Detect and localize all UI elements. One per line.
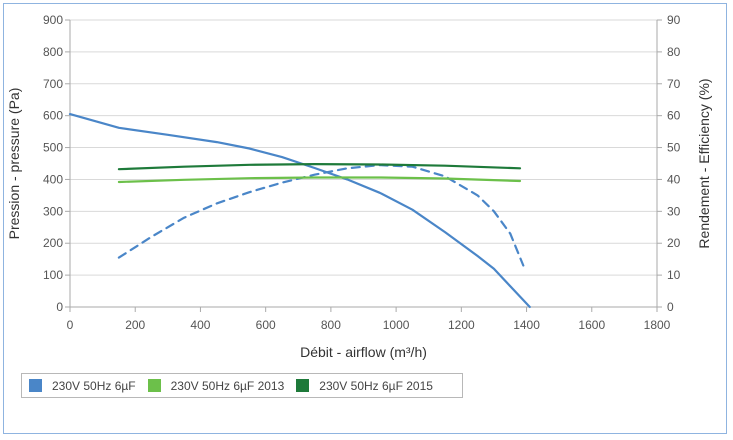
series-line <box>117 163 522 171</box>
axes: 0100200300400500600700800900010203040506… <box>43 13 681 332</box>
legend-label: 230V 50Hz 6µF 2013 <box>170 378 285 393</box>
x-tick-label: 400 <box>190 318 210 332</box>
x-tick-label: 800 <box>321 318 341 332</box>
y-tick-label: 800 <box>43 45 63 59</box>
x-tick-label: 1200 <box>448 318 475 332</box>
legend-label: 230V 50Hz 6µF <box>52 378 136 393</box>
series-line-efficiency <box>117 164 525 267</box>
y-tick-label: 200 <box>43 236 63 250</box>
legend-item[interactable]: 230V 50Hz 6µF 2015 <box>296 379 433 393</box>
x-tick-label: 1400 <box>513 318 540 332</box>
x-tick-label: 1000 <box>383 318 410 332</box>
y2-tick-label: 0 <box>667 300 674 314</box>
y2-tick-label: 70 <box>667 77 681 91</box>
x-tick-label: 600 <box>256 318 276 332</box>
legend-swatch-icon <box>296 379 310 392</box>
y2-tick-label: 90 <box>667 13 681 27</box>
series-layer <box>68 112 531 309</box>
y2-tick-label: 80 <box>667 45 681 59</box>
x-tick-label: 200 <box>125 318 145 332</box>
y-axis-title: Pression - pressure (Pa) <box>6 88 22 240</box>
x-tick-label: 1800 <box>644 318 671 332</box>
y2-axis-title: Rendement - Efficiency (%) <box>696 78 712 248</box>
y-tick-label: 700 <box>43 77 63 91</box>
y2-tick-label: 20 <box>667 236 681 250</box>
y2-tick-label: 40 <box>667 172 681 186</box>
y-tick-label: 400 <box>43 172 63 186</box>
x-axis-title: Débit - airflow (m³/h) <box>300 344 427 360</box>
legend-swatch-icon <box>29 379 42 392</box>
legend-item[interactable]: 230V 50Hz 6µF <box>29 379 136 393</box>
y2-tick-label: 60 <box>667 109 681 123</box>
y2-tick-label: 10 <box>667 268 681 282</box>
chart-frame <box>3 3 727 434</box>
x-tick-label: 1600 <box>578 318 605 332</box>
y-tick-label: 300 <box>43 204 63 218</box>
y-tick-label: 0 <box>56 300 63 314</box>
series-line <box>68 112 531 309</box>
y-tick-label: 100 <box>43 268 63 282</box>
legend: 230V 50Hz 6µF 230V 50Hz 6µF 2013 230V 50… <box>21 373 463 398</box>
series-line <box>117 176 522 184</box>
y2-tick-label: 50 <box>667 141 681 155</box>
x-tick-label: 0 <box>67 318 74 332</box>
y2-tick-label: 30 <box>667 204 681 218</box>
y-tick-label: 500 <box>43 141 63 155</box>
legend-label: 230V 50Hz 6µF 2015 <box>319 378 433 393</box>
y-tick-label: 600 <box>43 109 63 123</box>
y-tick-label: 900 <box>43 13 63 27</box>
legend-item[interactable]: 230V 50Hz 6µF 2013 <box>147 378 285 393</box>
legend-swatch-icon <box>147 379 161 392</box>
